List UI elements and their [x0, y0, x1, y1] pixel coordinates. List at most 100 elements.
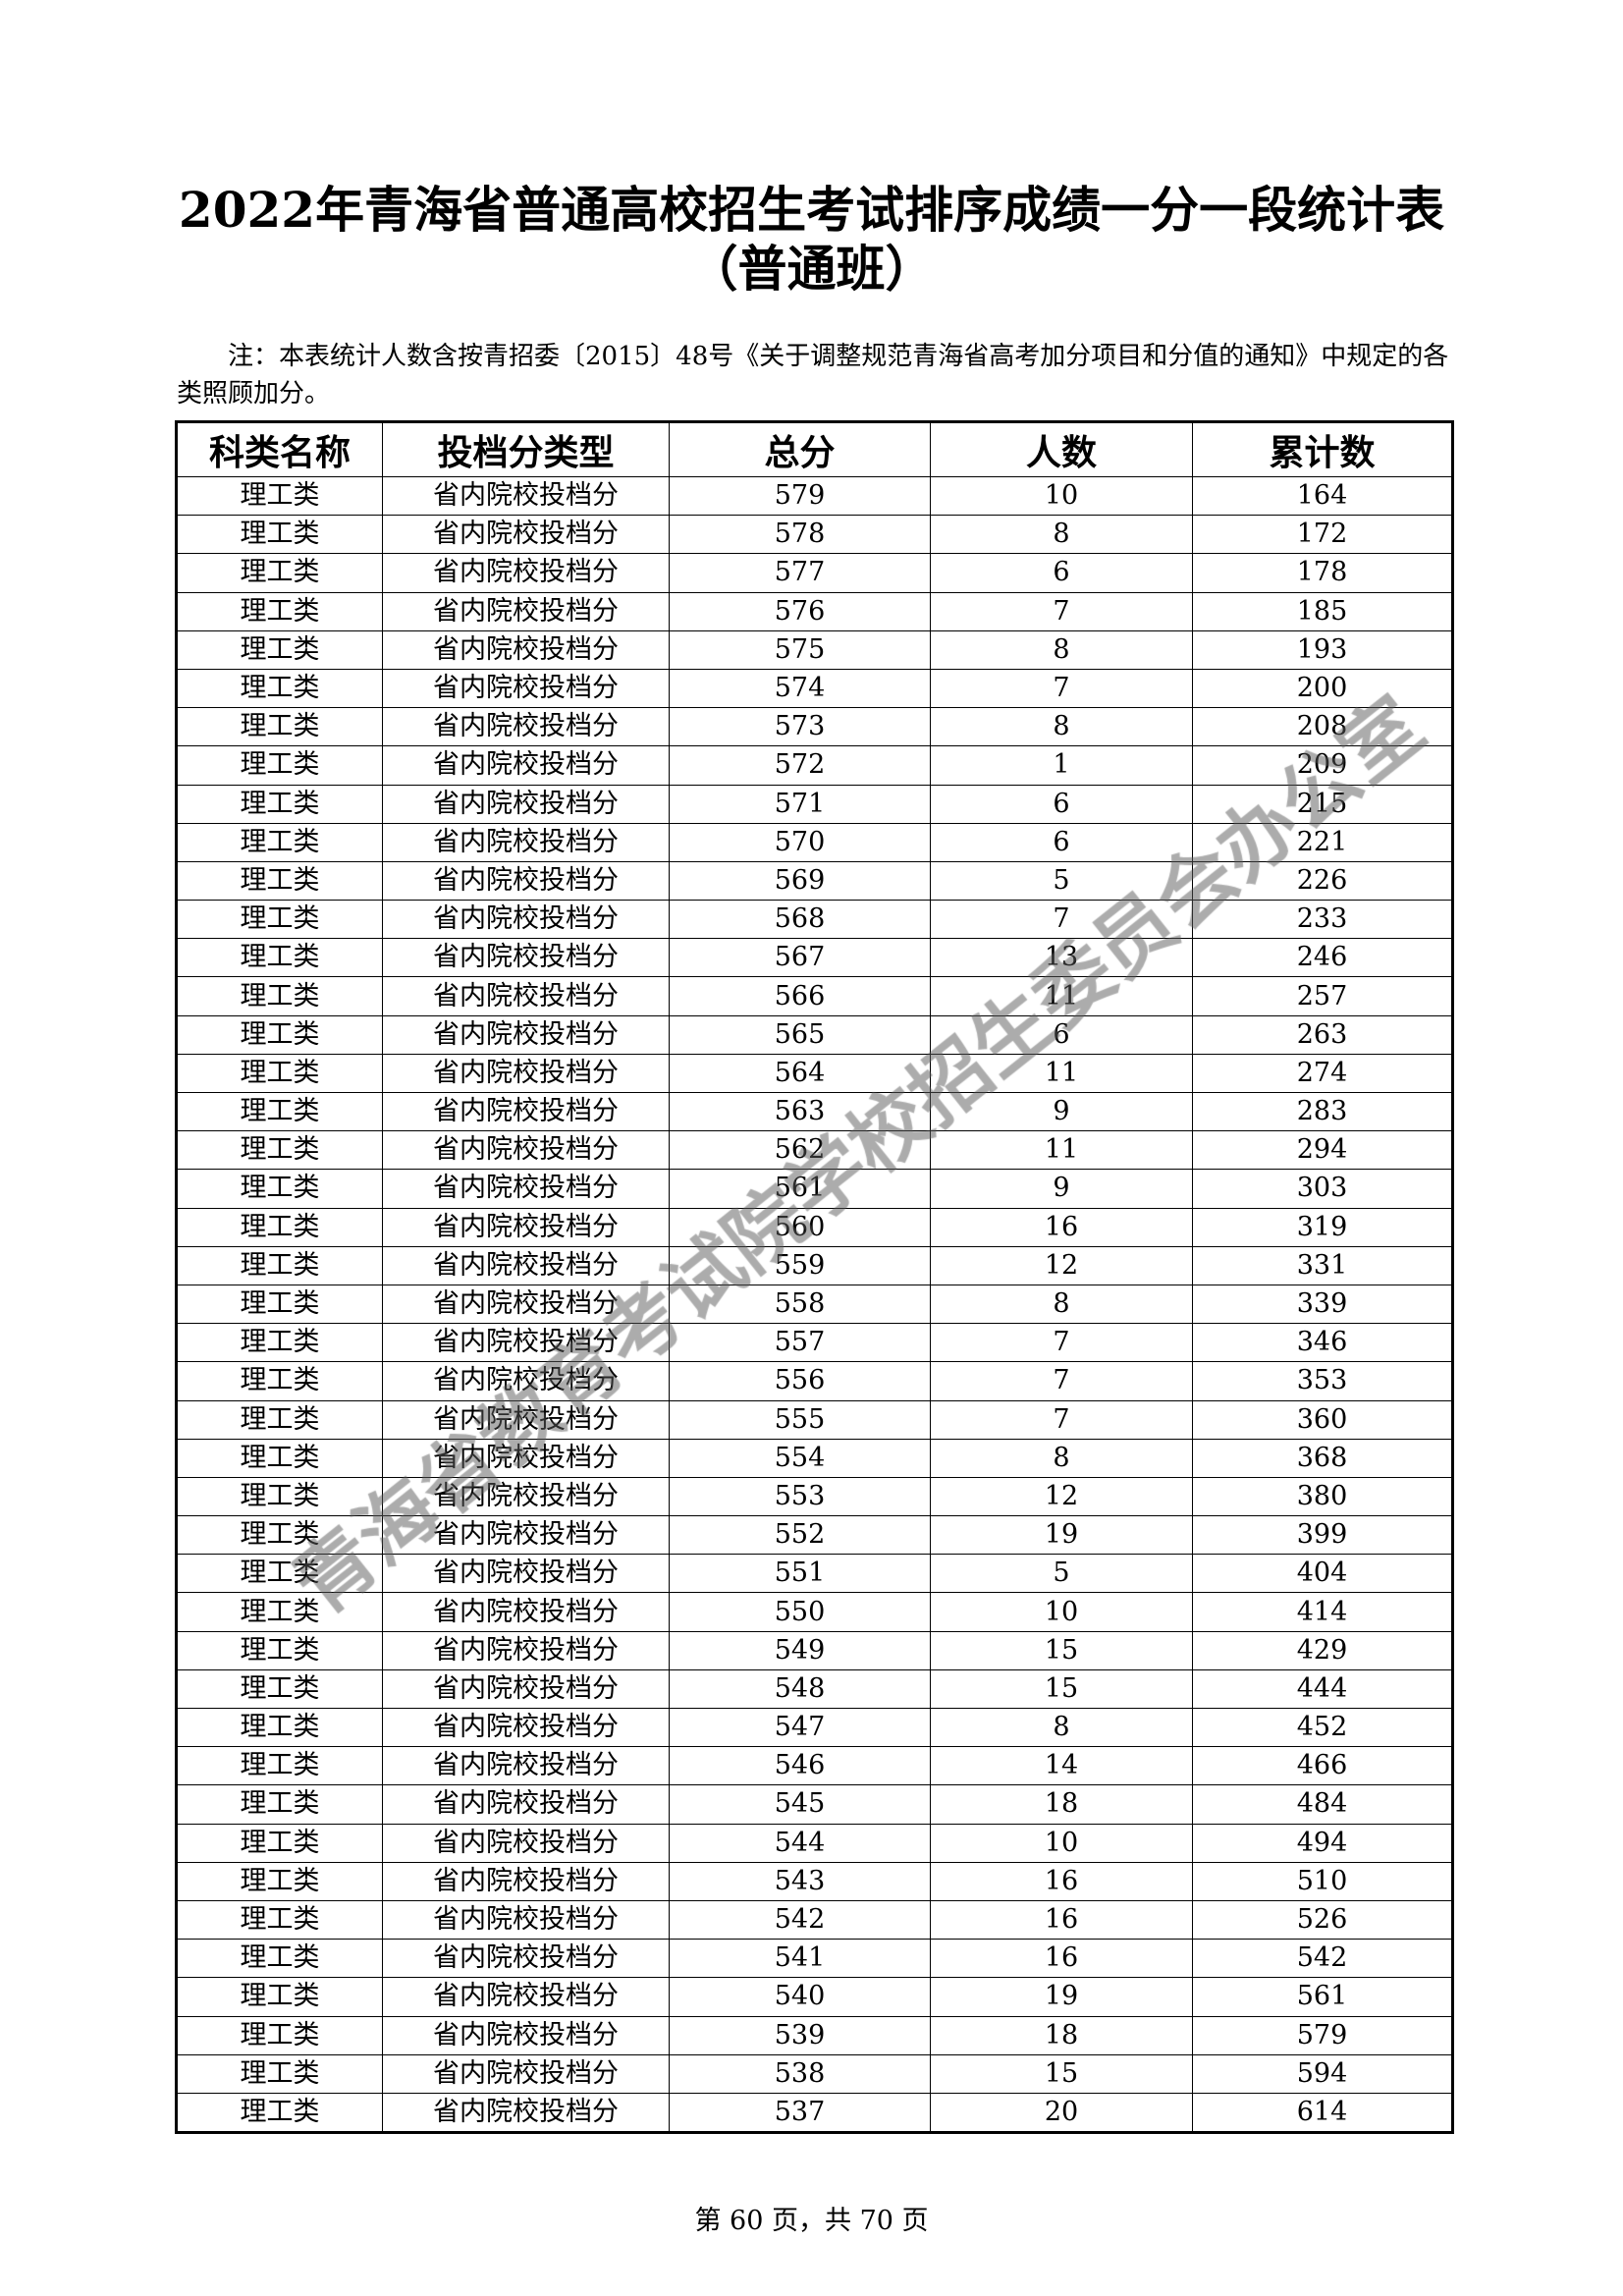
cell-type: 省内院校投档分	[382, 1438, 670, 1478]
cell-score: 566	[669, 976, 931, 1016]
cell-type: 省内院校投档分	[382, 1515, 670, 1556]
cell-score: 551	[669, 1554, 931, 1594]
cell-cumulative: 215	[1192, 784, 1453, 824]
cell-cumulative: 221	[1192, 822, 1453, 862]
cell-category: 理工类	[176, 1399, 383, 1440]
cell-cumulative: 303	[1192, 1169, 1453, 1209]
table-row: 理工类 省内院校投档分 568 7 233	[176, 900, 1453, 940]
cell-type: 省内院校投档分	[382, 784, 670, 824]
cell-type: 省内院校投档分	[382, 1053, 670, 1094]
cell-type: 省内院校投档分	[382, 1784, 670, 1825]
cell-category: 理工类	[176, 591, 383, 631]
table-row: 理工类 省内院校投档分 556 7 353	[176, 1361, 1453, 1401]
cell-score: 557	[669, 1323, 931, 1363]
table-row: 理工类 省内院校投档分 571 6 215	[176, 784, 1453, 824]
cell-category: 理工类	[176, 1361, 383, 1401]
table-row: 理工类 省内院校投档分 577 6 178	[176, 553, 1453, 593]
cell-type: 省内院校投档分	[382, 1977, 670, 2017]
cell-type: 省内院校投档分	[382, 2092, 670, 2133]
cell-type: 省内院校投档分	[382, 1554, 670, 1594]
cell-cumulative: 172	[1192, 515, 1453, 555]
cell-type: 省内院校投档分	[382, 475, 670, 517]
cell-cumulative: 263	[1192, 1014, 1453, 1055]
cell-category: 理工类	[176, 1746, 383, 1786]
cell-category: 理工类	[176, 1707, 383, 1748]
cell-score: 546	[669, 1746, 931, 1786]
cell-score: 568	[669, 900, 931, 940]
cell-count: 10	[930, 1823, 1193, 1863]
cell-count: 16	[930, 1939, 1193, 1979]
cell-count: 12	[930, 1476, 1193, 1517]
cell-score: 539	[669, 2015, 931, 2055]
cell-count: 14	[930, 1746, 1193, 1786]
cell-cumulative: 209	[1192, 745, 1453, 786]
cell-type: 省内院校投档分	[382, 860, 670, 902]
cell-cumulative: 274	[1192, 1053, 1453, 1094]
table-row: 理工类 省内院校投档分 557 7 346	[176, 1323, 1453, 1363]
cell-score: 569	[669, 860, 931, 902]
cell-type: 省内院校投档分	[382, 938, 670, 978]
cell-cumulative: 164	[1192, 475, 1453, 517]
cell-count: 11	[930, 976, 1193, 1016]
cell-count: 10	[930, 475, 1193, 517]
table-row: 理工类 省内院校投档分 548 15 444	[176, 1668, 1453, 1710]
cell-count: 13	[930, 938, 1193, 978]
table-row: 理工类 省内院校投档分 545 18 484	[176, 1784, 1453, 1825]
cell-cumulative: 257	[1192, 976, 1453, 1016]
cell-count: 8	[930, 629, 1193, 670]
cell-type: 省内院校投档分	[382, 1668, 670, 1710]
table-row: 理工类 省内院校投档分 540 19 561	[176, 1977, 1453, 2017]
table-row: 理工类 省内院校投档分 570 6 221	[176, 822, 1453, 862]
cell-category: 理工类	[176, 2015, 383, 2055]
cell-category: 理工类	[176, 1861, 383, 1901]
table-row: 理工类 省内院校投档分 552 19 399	[176, 1515, 1453, 1556]
cell-type: 省内院校投档分	[382, 591, 670, 631]
cell-category: 理工类	[176, 1323, 383, 1363]
cell-cumulative: 368	[1192, 1438, 1453, 1478]
table-row: 理工类 省内院校投档分 561 9 303	[176, 1169, 1453, 1209]
cell-type: 省内院校投档分	[382, 822, 670, 862]
cell-count: 7	[930, 591, 1193, 631]
cell-count: 15	[930, 2053, 1193, 2094]
table-row: 理工类 省内院校投档分 553 12 380	[176, 1476, 1453, 1517]
cell-category: 理工类	[176, 707, 383, 747]
cell-score: 555	[669, 1399, 931, 1440]
table-row: 理工类 省内院校投档分 563 9 283	[176, 1091, 1453, 1132]
cell-count: 9	[930, 1169, 1193, 1209]
table-row: 理工类 省内院校投档分 565 6 263	[176, 1014, 1453, 1055]
cell-score: 547	[669, 1707, 931, 1748]
cell-count: 16	[930, 1207, 1193, 1247]
cell-category: 理工类	[176, 860, 383, 902]
cell-type: 省内院校投档分	[382, 1207, 670, 1247]
cell-cumulative: 380	[1192, 1476, 1453, 1517]
cell-count: 8	[930, 1707, 1193, 1748]
cell-cumulative: 614	[1192, 2092, 1453, 2133]
cell-cumulative: 283	[1192, 1091, 1453, 1132]
table-row: 理工类 省内院校投档分 558 8 339	[176, 1284, 1453, 1325]
cell-type: 省内院校投档分	[382, 668, 670, 709]
table-row: 理工类 省内院校投档分 576 7 185	[176, 591, 1453, 631]
cell-count: 5	[930, 1554, 1193, 1594]
cell-category: 理工类	[176, 515, 383, 555]
cell-score: 574	[669, 668, 931, 709]
cell-category: 理工类	[176, 1899, 383, 1941]
header-count: 人数	[930, 420, 1193, 477]
cell-cumulative: 360	[1192, 1399, 1453, 1440]
page-subtitle: （普通班）	[688, 240, 935, 298]
page-footer: 第 60 页，共 70 页	[694, 2206, 929, 2236]
cell-score: 543	[669, 1861, 931, 1901]
cell-category: 理工类	[176, 1091, 383, 1132]
cell-type: 省内院校投档分	[382, 1476, 670, 1517]
cell-score: 541	[669, 1939, 931, 1979]
table-row: 理工类 省内院校投档分 542 16 526	[176, 1899, 1453, 1941]
cell-cumulative: 208	[1192, 707, 1453, 747]
cell-category: 理工类	[176, 900, 383, 940]
table-row: 理工类 省内院校投档分 554 8 368	[176, 1438, 1453, 1478]
cell-category: 理工类	[176, 1169, 383, 1209]
cell-count: 11	[930, 1053, 1193, 1094]
table-row: 理工类 省内院校投档分 537 20 614	[176, 2092, 1453, 2133]
table-row: 理工类 省内院校投档分 573 8 208	[176, 707, 1453, 747]
cell-count: 16	[930, 1861, 1193, 1901]
cell-category: 理工类	[176, 1592, 383, 1632]
cell-count: 7	[930, 1361, 1193, 1401]
